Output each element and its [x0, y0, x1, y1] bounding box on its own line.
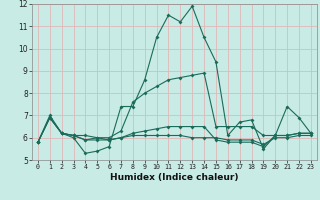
- X-axis label: Humidex (Indice chaleur): Humidex (Indice chaleur): [110, 173, 239, 182]
